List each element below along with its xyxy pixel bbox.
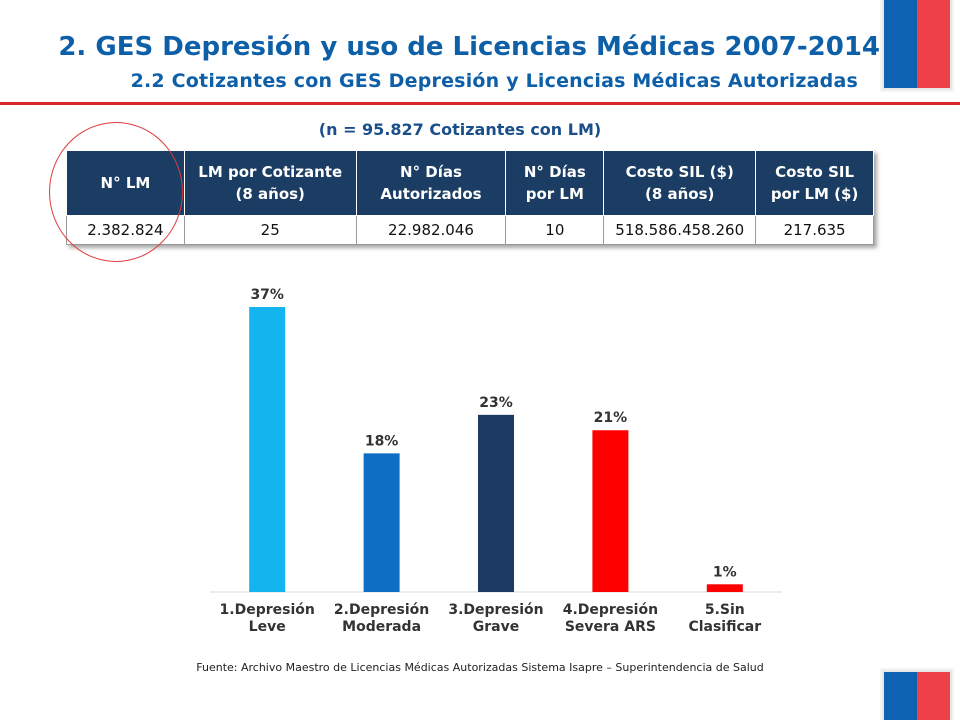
data-label-3: 23% <box>479 395 513 411</box>
category-label-3: 3.Depresión Grave <box>448 602 543 635</box>
data-label-1: 37% <box>250 287 284 303</box>
header-costo-sil: Costo SIL ($) (8 años) <box>603 150 757 216</box>
header-dias-autorizados: N° Días Autorizados <box>355 150 507 216</box>
header-dias-por-lm: N° Días por LM <box>505 150 605 216</box>
header-n-lm: N° LM <box>66 150 185 216</box>
header-costo-sil-por-lm: Costo SIL por LM ($) <box>755 150 874 216</box>
header-lm-por-cotizante: LM por Cotizante (8 años) <box>183 150 357 216</box>
bar-2 <box>363 453 400 592</box>
data-label-4: 21% <box>594 410 628 426</box>
bar-4 <box>592 430 629 592</box>
summary-table: N° LM LM por Cotizante (8 años) N° Días Au… <box>66 150 874 245</box>
page-subtitle: 2.2 Cotizantes con GES Depresión y Licen… <box>130 70 858 92</box>
category-label-5: 5.Sin Clasificar <box>688 602 761 635</box>
bar-5 <box>706 584 743 592</box>
bar-chart: 37% 1.Depresión Leve 18% 2.Depresión Moderada… <box>210 287 782 635</box>
data-label-5: 1% <box>713 564 737 580</box>
cell-dias-autorizados: 22.982.046 <box>355 215 507 245</box>
cell-costo-sil: 518.586.458.260 <box>603 215 757 245</box>
title-divider <box>0 102 960 105</box>
table-row: 2.382.824 25 22.982.046 10 518.586.458.2… <box>66 215 874 245</box>
bar-1 <box>249 307 286 592</box>
page-title: 2. GES Depresión y uso de Licencias Médi… <box>58 32 880 62</box>
category-label-4: 4.Depresión Severa ARS <box>563 602 658 635</box>
cell-n-lm: 2.382.824 <box>66 215 185 245</box>
source-note: Fuente: Archivo Maestro de Licencias Méd… <box>196 661 764 674</box>
cell-costo-sil-por-lm: 217.635 <box>755 215 874 245</box>
category-label-1: 1.Depresión Leve <box>220 602 315 635</box>
cell-lm-por-cotizante: 25 <box>183 215 357 245</box>
cell-dias-por-lm: 10 <box>505 215 605 245</box>
table-caption: (n = 95.827 Cotizantes con LM) <box>318 120 602 139</box>
bar-3 <box>478 414 514 592</box>
category-label-2: 2.Depresión Moderada <box>334 602 429 635</box>
flag-logo-bottom <box>884 672 950 720</box>
flag-logo-top <box>884 0 950 88</box>
data-label-2: 18% <box>365 433 399 449</box>
table-header-row: N° LM LM por Cotizante (8 años) N° Días Au… <box>66 150 874 216</box>
